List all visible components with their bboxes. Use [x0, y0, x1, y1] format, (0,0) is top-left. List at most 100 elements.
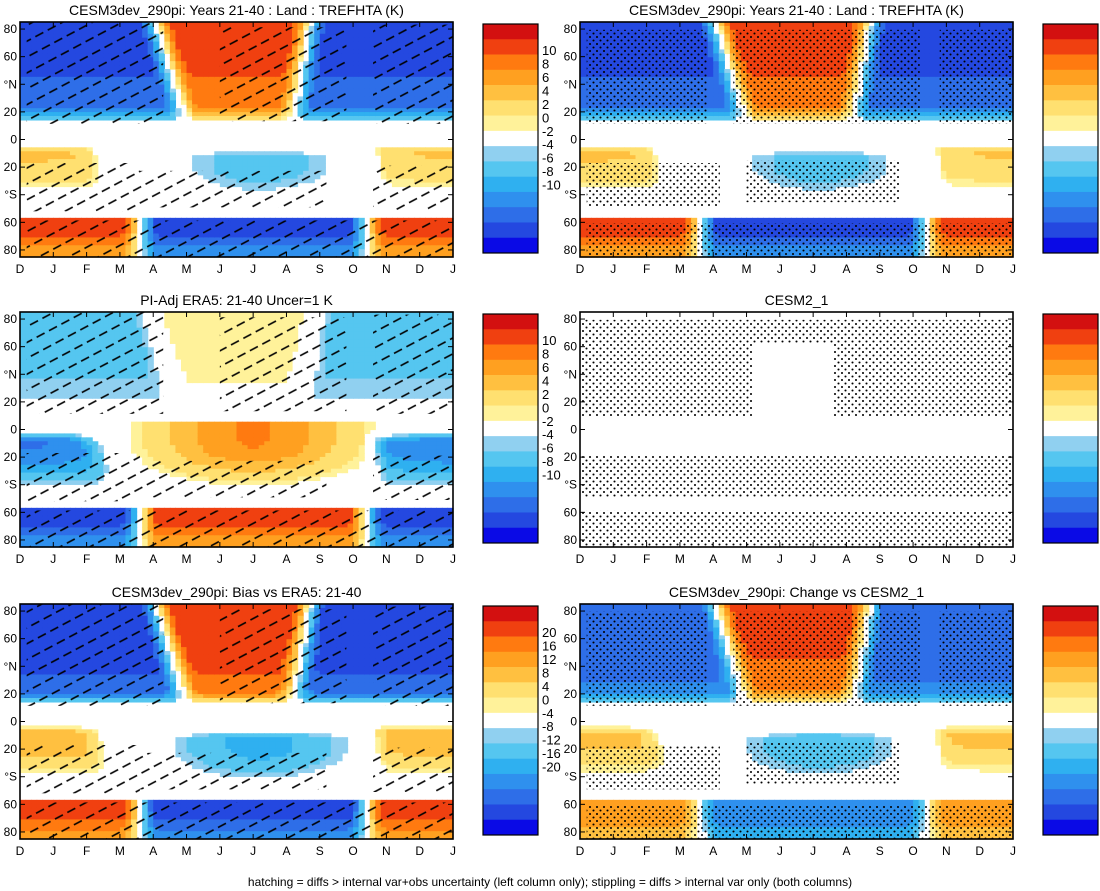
heatmap-cell — [247, 151, 254, 156]
heatmap-cell — [596, 217, 603, 223]
figure-canvas: CESM3dev_290pi: Years 21-40 : Land : TRE… — [4, 2, 1099, 858]
heatmap-cell — [208, 159, 215, 164]
heatmap-cell — [353, 108, 360, 113]
heatmap-cell — [125, 217, 132, 223]
heatmap-cell — [192, 22, 199, 27]
heatmap-cell — [353, 104, 360, 109]
heatmap-cell — [192, 57, 199, 62]
heatmap-cell — [358, 84, 365, 90]
heatmap-cell — [214, 217, 221, 223]
heatmap-cell — [724, 88, 731, 94]
heatmap-cell — [164, 49, 171, 54]
heatmap-cell — [397, 159, 404, 164]
heatmap-cell — [724, 108, 731, 113]
heatmap-cell — [580, 178, 587, 184]
heatmap-cell — [774, 217, 781, 223]
heatmap-cell — [713, 80, 720, 86]
heatmap-cell — [214, 104, 221, 109]
heatmap-cell — [707, 108, 714, 113]
heatmap-cell — [785, 25, 792, 31]
heatmap-cell — [180, 65, 188, 70]
heatmap-cell — [197, 41, 204, 47]
heatmap-cell — [164, 108, 171, 113]
heatmap-cell — [203, 217, 210, 223]
heatmap-cell — [779, 151, 786, 156]
heatmap-cell — [580, 88, 587, 94]
heatmap-cell — [197, 166, 204, 172]
heatmap-cell — [164, 45, 171, 51]
heatmap-cell — [20, 245, 27, 250]
heatmap-cell — [353, 61, 360, 66]
heatmap-cell — [180, 88, 188, 94]
heatmap-cell — [818, 151, 825, 156]
heatmap-cell — [319, 22, 326, 27]
heatmap-cell — [441, 155, 449, 160]
heatmap-cell — [214, 25, 221, 31]
heatmap-cell — [580, 33, 587, 39]
heatmap-cell — [236, 217, 243, 223]
heatmap-cell — [635, 217, 642, 223]
heatmap-cell — [180, 96, 188, 101]
heatmap-cell — [718, 84, 725, 90]
heatmap-cell — [253, 155, 260, 160]
heatmap-cell — [314, 217, 321, 223]
heatmap-cell — [629, 151, 637, 156]
heatmap-cell — [292, 217, 299, 223]
heatmap-cell — [314, 22, 321, 27]
heatmap-cell — [314, 166, 321, 172]
heatmap-cell — [280, 155, 288, 160]
heatmap-cell — [208, 84, 215, 90]
heatmap-cell — [718, 76, 725, 82]
heatmap-cell — [580, 182, 587, 188]
heatmap-cell — [208, 88, 215, 94]
heatmap-cell — [724, 217, 731, 223]
y-tick-label: 80 — [4, 243, 18, 257]
heatmap-cell — [164, 96, 171, 101]
heatmap-cell — [618, 155, 626, 160]
heatmap-cell — [214, 108, 221, 113]
heatmap-cell — [718, 80, 725, 86]
colorbar-swatch — [483, 100, 538, 116]
heatmap-cell — [258, 151, 265, 156]
heatmap-cell — [242, 151, 249, 156]
heatmap-cell — [580, 147, 587, 152]
heatmap-cell — [580, 25, 587, 31]
colorbar-label: -10 — [542, 178, 561, 193]
heatmap-cell — [364, 116, 371, 121]
heatmap-cell — [325, 22, 332, 27]
heatmap-cell — [36, 159, 43, 164]
heatmap-cell — [20, 65, 27, 70]
heatmap-cell — [53, 159, 60, 164]
heatmap-cell — [403, 159, 410, 164]
heatmap-cell — [247, 22, 254, 27]
heatmap-cell — [31, 159, 38, 164]
heatmap-cell — [175, 69, 182, 74]
heatmap-cell — [824, 151, 831, 156]
heatmap-cell — [169, 96, 177, 101]
heatmap-cell — [180, 22, 188, 27]
heatmap-cell — [607, 155, 614, 160]
heatmap-cell — [779, 25, 786, 31]
heatmap-cell — [236, 22, 243, 27]
heatmap-cell — [347, 49, 354, 54]
significance-overlay — [26, 22, 454, 257]
heatmap-cell — [391, 155, 399, 160]
heatmap-cell — [314, 155, 321, 160]
heatmap-cell — [364, 69, 371, 74]
heatmap-cell — [20, 178, 27, 184]
heatmap-cell — [358, 53, 365, 58]
heatmap-cell — [713, 37, 720, 43]
heatmap-cell — [347, 53, 354, 58]
heatmap-cell — [813, 217, 820, 223]
heatmap-cell — [824, 217, 831, 223]
heatmap-cell — [86, 151, 93, 156]
heatmap-cell — [596, 159, 603, 164]
heatmap-cell — [20, 29, 27, 35]
colorbar-swatch — [483, 237, 538, 254]
heatmap-cell — [802, 217, 809, 223]
heatmap-cell — [214, 88, 221, 94]
heatmap-cell — [180, 29, 188, 35]
heatmap-cell — [203, 92, 210, 98]
heatmap-cell — [25, 155, 32, 160]
heatmap-cell — [186, 112, 193, 117]
